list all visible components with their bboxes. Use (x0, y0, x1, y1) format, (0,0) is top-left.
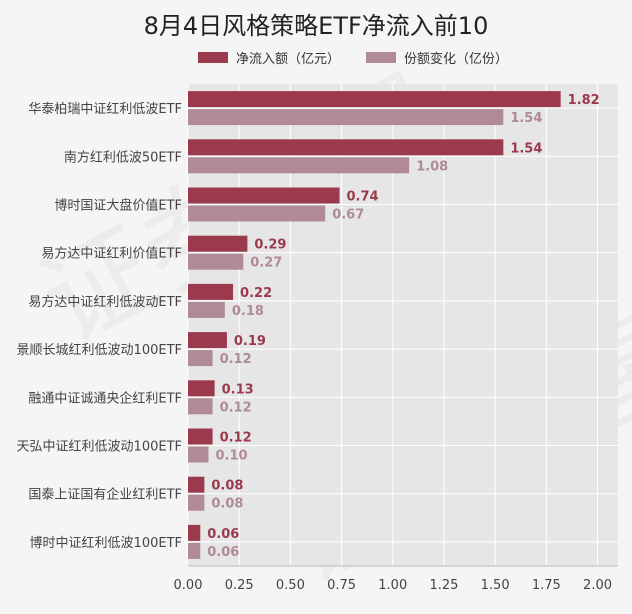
y-tick-label: 国泰上证国有企业红利ETF (28, 487, 182, 503)
bar-share-change (188, 109, 504, 126)
y-tick-label: 易方达中证红利价值ETF (41, 246, 182, 262)
data-label-net-inflow: 1.54 (510, 141, 542, 156)
data-label-share-change: 1.08 (416, 159, 448, 174)
bar-net-inflow (188, 524, 201, 541)
x-tick-label: 1.25 (429, 578, 458, 593)
data-label-net-inflow: 0.13 (222, 382, 254, 397)
x-tick-label: 0.75 (327, 578, 356, 593)
data-label-share-change: 0.67 (332, 208, 364, 223)
legend-swatch-net-inflow (198, 52, 228, 63)
bar-net-inflow (188, 428, 213, 445)
x-tick-label: 1.50 (481, 578, 510, 593)
bar-net-inflow (188, 91, 561, 108)
bar-net-inflow (188, 380, 215, 397)
bar-net-inflow (188, 332, 227, 349)
y-tick-label: 景顺长城红利低波动100ETF (17, 342, 182, 358)
data-label-share-change: 0.18 (232, 304, 264, 319)
y-tick-label: 华泰柏瑞中证红利低波ETF (28, 101, 182, 117)
y-tick-label: 融通中证诚通央企红利ETF (28, 390, 182, 406)
data-label-share-change: 0.10 (215, 449, 247, 464)
data-label-share-change: 0.08 (211, 497, 243, 512)
legend-label-share-change: 份额变化（亿份） (404, 52, 509, 67)
legend-item-net-inflow: 净流入额（亿元） (198, 48, 340, 67)
bar-share-change (188, 398, 213, 415)
x-tick-label: 0.50 (276, 578, 305, 593)
y-tick-label: 南方红利低波50ETF (64, 149, 182, 165)
x-tick-label: 2.00 (583, 578, 612, 593)
chart-title: 8月4日风格策略ETF净流入前10 (143, 12, 489, 40)
y-tick-label: 天弘中证红利低波动100ETF (17, 439, 182, 455)
data-label-net-inflow: 1.82 (568, 93, 600, 108)
x-tick-label: 0.00 (174, 578, 203, 593)
bar-share-change (188, 542, 201, 559)
data-label-net-inflow: 0.12 (220, 431, 252, 446)
data-label-net-inflow: 0.19 (234, 334, 266, 349)
bar-net-inflow (188, 476, 205, 493)
legend-swatch-share-change (366, 52, 397, 63)
data-label-net-inflow: 0.29 (254, 238, 286, 253)
bar-share-change (188, 301, 225, 318)
data-label-share-change: 0.12 (220, 400, 252, 415)
bar-net-inflow (188, 235, 248, 252)
data-label-share-change: 0.06 (207, 545, 239, 560)
bar-net-inflow (188, 187, 340, 204)
data-label-net-inflow: 0.22 (240, 286, 272, 301)
bar-share-change (188, 205, 326, 222)
data-label-share-change: 0.27 (250, 256, 282, 271)
bar-net-inflow (188, 139, 504, 156)
legend-item-share-change: 份额变化（亿份） (366, 48, 508, 67)
chart-legend: 净流入额（亿元） 份额变化（亿份） (198, 48, 508, 67)
y-tick-label: 博时中证红利低波100ETF (30, 535, 182, 551)
data-label-net-inflow: 0.74 (347, 190, 379, 205)
bar-share-change (188, 253, 244, 270)
bar-share-change (188, 350, 213, 367)
y-tick-label: 博时国证大盘价值ETF (54, 198, 182, 214)
x-tick-label: 0.25 (225, 578, 254, 593)
bar-share-change (188, 494, 205, 511)
data-label-net-inflow: 0.06 (207, 527, 239, 542)
legend-label-net-inflow: 净流入额（亿元） (236, 52, 341, 67)
data-label-net-inflow: 0.08 (211, 479, 243, 494)
bar-share-change (188, 446, 209, 463)
bar-net-inflow (188, 283, 234, 300)
bar-share-change (188, 157, 410, 174)
data-label-share-change: 0.12 (220, 352, 252, 367)
y-tick-label: 易方达中证红利低波动ETF (28, 294, 182, 310)
data-label-share-change: 1.54 (510, 111, 542, 126)
x-tick-label: 1.75 (532, 578, 561, 593)
x-tick-label: 1.00 (378, 578, 407, 593)
